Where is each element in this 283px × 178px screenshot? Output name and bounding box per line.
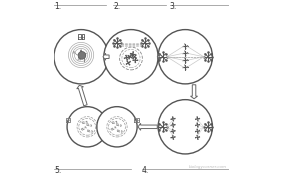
Text: 1.: 1.	[54, 2, 61, 11]
Text: biologycorner.com: biologycorner.com	[189, 165, 227, 169]
Text: 5.: 5.	[54, 166, 61, 175]
Polygon shape	[190, 85, 198, 99]
Circle shape	[97, 107, 137, 147]
Circle shape	[104, 30, 158, 84]
Circle shape	[67, 107, 107, 147]
Polygon shape	[103, 53, 109, 60]
Polygon shape	[77, 85, 87, 106]
Text: 4.: 4.	[142, 166, 149, 175]
Circle shape	[158, 30, 213, 84]
Polygon shape	[138, 123, 157, 130]
Polygon shape	[157, 53, 160, 60]
Circle shape	[54, 30, 108, 84]
Circle shape	[158, 100, 213, 154]
Text: 2.: 2.	[113, 2, 121, 11]
Circle shape	[78, 51, 86, 59]
Text: 3.: 3.	[170, 2, 177, 11]
